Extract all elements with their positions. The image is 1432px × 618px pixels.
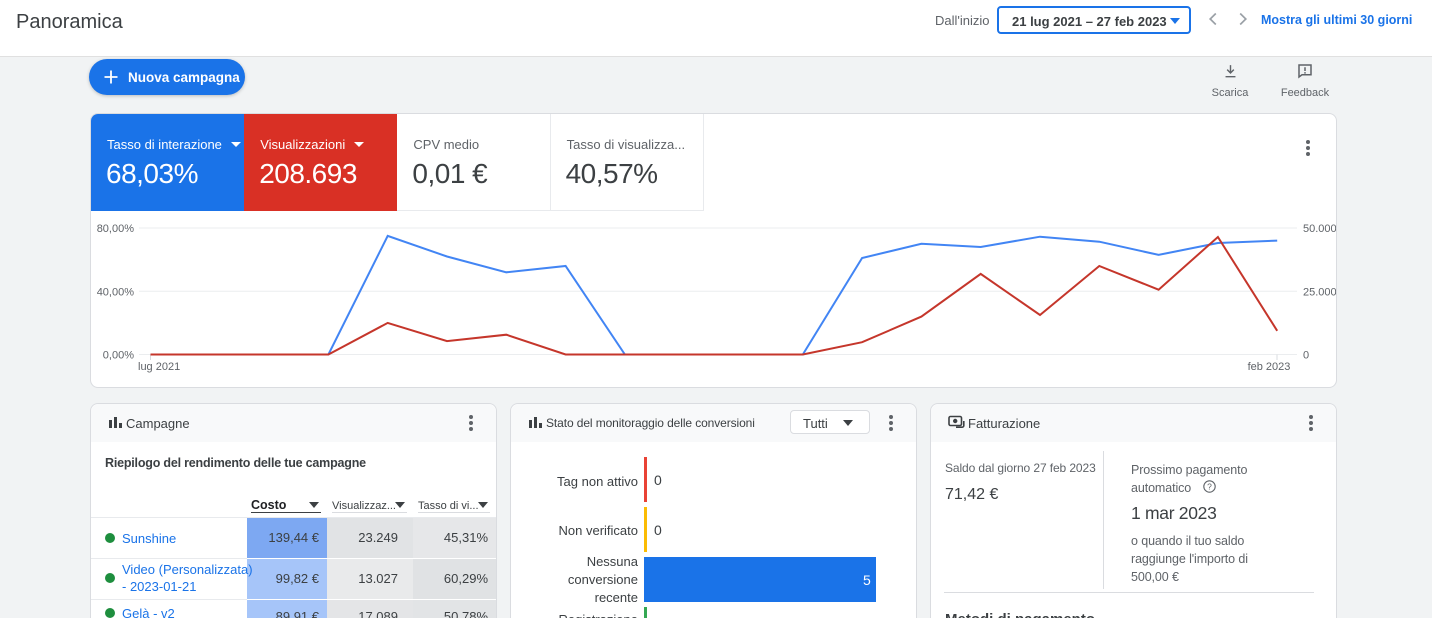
- svg-text:?: ?: [1207, 481, 1212, 491]
- svg-text:80,00%: 80,00%: [97, 223, 135, 235]
- svg-text:0,00%: 0,00%: [103, 350, 134, 362]
- svg-text:40,00%: 40,00%: [97, 286, 135, 298]
- svg-text:lug 2021: lug 2021: [138, 361, 180, 373]
- svg-text:25.000: 25.000: [1303, 286, 1336, 298]
- svg-text:0: 0: [1303, 350, 1309, 362]
- svg-text:feb 2023: feb 2023: [1248, 361, 1291, 373]
- svg-text:50.000: 50.000: [1303, 223, 1336, 235]
